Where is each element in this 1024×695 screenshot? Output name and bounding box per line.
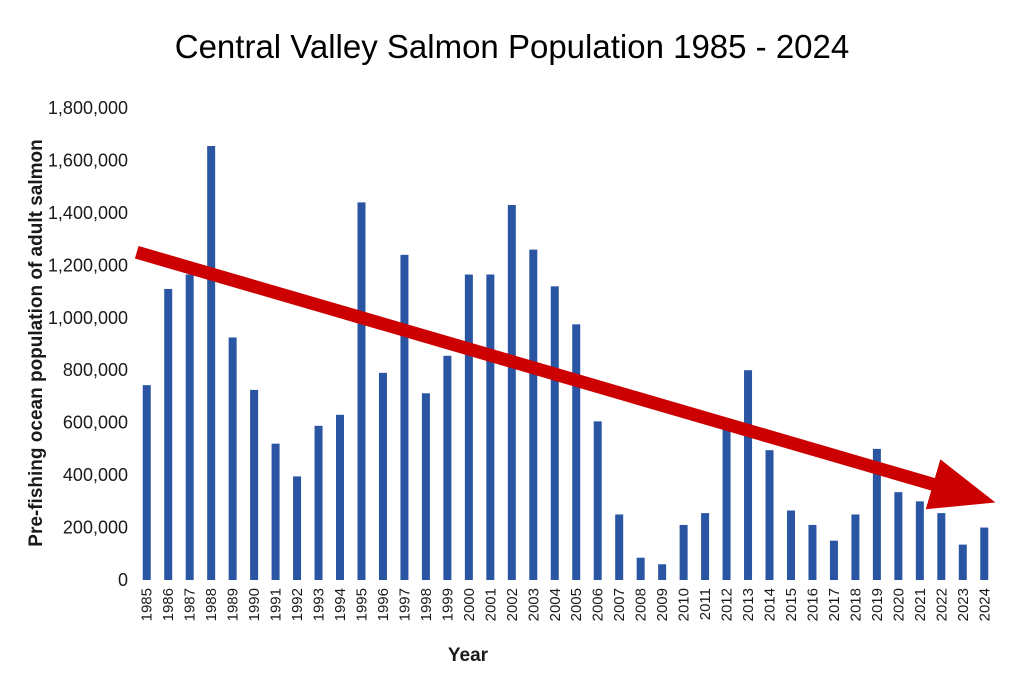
x-tick-label: 2019 [869, 588, 886, 621]
x-tick-label: 2010 [676, 588, 693, 621]
bar-2003 [529, 249, 538, 580]
bar-2005 [572, 324, 581, 580]
bar-2018 [851, 514, 860, 580]
x-tick-label: 2004 [547, 588, 564, 621]
y-axis-label: Pre-fishing ocean population of adult sa… [26, 139, 47, 546]
x-axis-ticks: 1985 1986 1987 1988 1989 1990 1991 1992 1993 1994… [139, 588, 994, 621]
y-tick-label: 1,800,000 [48, 98, 128, 118]
bar-2014 [765, 450, 774, 580]
bars [142, 146, 989, 580]
x-tick-label: 1996 [375, 588, 392, 621]
x-tick-label: 2008 [633, 588, 650, 621]
x-tick-label: 2021 [912, 588, 929, 621]
x-tick-label: 2006 [590, 588, 607, 621]
bar-1994 [336, 414, 345, 580]
x-tick-label: 1997 [396, 588, 413, 621]
x-tick-label: 2015 [783, 588, 800, 621]
bar-2010 [679, 524, 688, 580]
bar-2002 [507, 205, 516, 580]
bar-1987 [185, 274, 194, 580]
bar-2023 [958, 544, 967, 580]
bar-2000 [464, 274, 473, 580]
bar-2011 [701, 513, 710, 580]
y-tick-label: 800,000 [63, 360, 128, 380]
bar-1988 [207, 146, 216, 580]
bar-2017 [829, 540, 838, 580]
y-tick-label: 200,000 [63, 518, 128, 538]
x-tick-label: 1992 [289, 588, 306, 621]
bar-1990 [250, 389, 259, 580]
y-tick-label: 400,000 [63, 465, 128, 485]
x-tick-label: 1989 [225, 588, 242, 621]
x-tick-label: 2020 [890, 588, 907, 621]
bar-1986 [164, 288, 173, 580]
bar-1989 [228, 337, 237, 580]
bar-2001 [486, 274, 495, 580]
bar-2012 [722, 418, 731, 580]
x-tick-label: 2005 [568, 588, 585, 621]
x-tick-label: 2017 [826, 588, 843, 621]
x-tick-label: 2013 [740, 588, 757, 621]
bar-2022 [937, 513, 946, 580]
y-tick-label: 0 [118, 570, 128, 590]
bar-2007 [615, 514, 624, 580]
bar-2008 [636, 557, 645, 580]
bar-1999 [443, 355, 452, 580]
chart-title: Central Valley Salmon Population 1985 - … [175, 28, 850, 65]
trend-arrow [134, 245, 996, 510]
x-tick-label: 2007 [611, 588, 628, 621]
x-axis-label: Year [448, 645, 489, 666]
bar-1992 [293, 476, 302, 580]
x-tick-label: 1986 [160, 588, 177, 621]
x-tick-label: 1990 [246, 588, 263, 621]
x-tick-label: 2002 [504, 588, 521, 621]
bar-1993 [314, 425, 323, 580]
y-tick-label: 1,000,000 [48, 308, 128, 328]
bar-1996 [378, 372, 387, 580]
x-tick-label: 2000 [461, 588, 478, 621]
bar-2006 [593, 421, 602, 580]
x-tick-label: 2016 [804, 588, 821, 621]
bar-2020 [894, 492, 903, 580]
x-tick-label: 1994 [332, 588, 349, 621]
x-tick-label: 2024 [976, 588, 993, 621]
y-tick-label: 1,600,000 [48, 150, 128, 170]
x-tick-label: 2022 [933, 588, 950, 621]
y-tick-label: 1,200,000 [48, 255, 128, 275]
bar-2009 [658, 564, 667, 580]
x-tick-label: 2003 [525, 588, 542, 621]
x-tick-label: 1995 [353, 588, 370, 621]
bar-2019 [872, 448, 881, 580]
x-tick-label: 2012 [719, 588, 736, 621]
x-tick-label: 1987 [182, 588, 199, 621]
x-tick-label: 2018 [847, 588, 864, 621]
x-tick-label: 1991 [268, 588, 285, 621]
x-tick-label: 1985 [139, 588, 156, 621]
bar-2024 [980, 527, 989, 580]
x-tick-label: 1988 [203, 588, 220, 621]
bar-2004 [550, 286, 559, 580]
y-axis-ticks: 0 200,000 400,000 600,000 800,000 1,000,000 1,… [48, 98, 128, 590]
bar-1998 [421, 393, 430, 580]
bar-1995 [357, 202, 366, 580]
bar-2021 [915, 501, 924, 580]
y-tick-label: 1,400,000 [48, 203, 128, 223]
bar-2015 [786, 510, 795, 580]
bar-2013 [744, 370, 753, 580]
x-tick-label: 2009 [654, 588, 671, 621]
x-tick-label: 2011 [697, 588, 714, 620]
bar-1997 [400, 254, 409, 580]
x-tick-label: 2014 [762, 588, 779, 621]
bar-1985 [142, 385, 151, 580]
y-tick-label: 600,000 [63, 413, 128, 433]
x-tick-label: 2001 [482, 588, 499, 621]
bar-1991 [271, 443, 280, 580]
bar-2016 [808, 524, 817, 580]
x-tick-label: 1998 [418, 588, 435, 621]
x-tick-label: 1993 [311, 588, 328, 621]
x-tick-label: 2023 [955, 588, 972, 621]
x-tick-label: 1999 [439, 588, 456, 621]
